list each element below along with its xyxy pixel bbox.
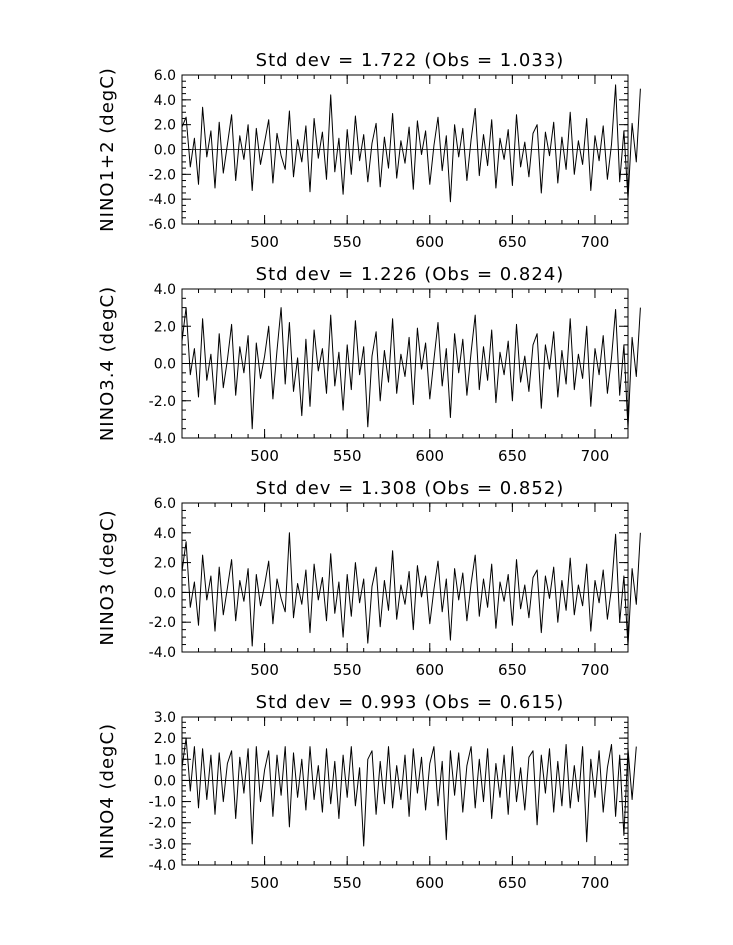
y-tick-label: 6.0 [154, 68, 176, 84]
x-tick-label: 550 [333, 874, 362, 892]
y-tick-label: 0.0 [154, 357, 176, 373]
x-tick-label: 550 [333, 233, 362, 251]
chart-title: Std dev = 0.993 (Obs = 0.615) [256, 692, 565, 713]
y-tick-label: -2.0 [149, 394, 176, 410]
chart-title: Std dev = 1.226 (Obs = 0.824) [256, 264, 565, 285]
y-axis-label: NINO4 (degC) [97, 723, 118, 859]
y-tick-label: -2.0 [149, 167, 176, 183]
y-tick-label: 2.0 [154, 556, 176, 572]
y-tick-label: 0.0 [154, 585, 176, 601]
x-tick-label: 700 [581, 233, 610, 251]
y-tick-label: -4.0 [149, 858, 176, 874]
y-tick-label: 6.0 [154, 496, 176, 512]
panel-4: 500 550 600 650 700 -4.0 -3.0 -2.0 -1.0 0.0 1.0 2.0… [97, 692, 637, 892]
y-tick-label: -4.0 [149, 192, 176, 208]
y-tick-label: -3.0 [149, 837, 176, 853]
y-tick-label: -6.0 [149, 217, 176, 233]
x-tick-label: 650 [498, 874, 527, 892]
y-tick-label: 2.0 [154, 731, 176, 747]
y-tick-label: 0.0 [154, 773, 176, 789]
x-tick-label: 500 [250, 661, 279, 679]
y-tick-label: 1.0 [154, 752, 176, 768]
y-tick-label: -1.0 [149, 795, 176, 811]
y-tick-label: -2.0 [149, 615, 176, 631]
chart-title: Std dev = 1.722 (Obs = 1.033) [256, 50, 565, 71]
y-axis-label: NINO3.4 (degC) [97, 286, 118, 441]
x-tick-label: 700 [581, 447, 610, 465]
x-tick-label: 500 [250, 447, 279, 465]
y-tick-label: 2.0 [154, 118, 176, 134]
plot-frame [181, 716, 629, 866]
x-tick-label: 550 [333, 447, 362, 465]
x-tick-label: 650 [498, 233, 527, 251]
panel-3: 500 550 600 650 700 -4.0 -2.0 0.0 2.0 4.0 6.0 Std d… [97, 478, 641, 679]
y-tick-label: 4.0 [154, 93, 176, 109]
y-tick-label: -4.0 [149, 431, 176, 447]
y-tick-label: -2.0 [149, 816, 176, 832]
x-tick-label: 700 [581, 661, 610, 679]
x-tick-label: 600 [415, 874, 444, 892]
y-axis-label: NINO1+2 (degC) [97, 67, 118, 232]
y-tick-label: 4.0 [154, 282, 176, 298]
series-line [181, 737, 637, 847]
x-tick-label: 650 [498, 661, 527, 679]
y-axis-label: NINO3 (degC) [97, 509, 118, 645]
y-tick-label: 0.0 [154, 143, 176, 159]
y-tick-label: 3.0 [154, 710, 176, 726]
chart-title: Std dev = 1.308 (Obs = 0.852) [256, 478, 565, 499]
panel-2: 500 550 600 650 700 -4.0 -2.0 0.0 2.0 4.0 Std dev … [97, 264, 641, 465]
x-tick-label: 500 [250, 874, 279, 892]
x-tick-label: 500 [250, 233, 279, 251]
y-tick-label: 4.0 [154, 526, 176, 542]
series-line [181, 307, 641, 430]
panel-1: 500 550 600 650 700 -6.0 -4.0 -2.0 0.0 2.0 4.0 6.0 S… [97, 50, 641, 251]
series-line [181, 84, 641, 203]
x-tick-label: 600 [415, 233, 444, 251]
y-tick-label: -4.0 [149, 645, 176, 661]
series-line [181, 532, 641, 647]
x-tick-label: 650 [498, 447, 527, 465]
x-tick-label: 600 [415, 447, 444, 465]
x-tick-label: 550 [333, 661, 362, 679]
x-tick-label: 700 [581, 874, 610, 892]
x-tick-label: 600 [415, 661, 444, 679]
y-tick-label: 2.0 [154, 319, 176, 335]
